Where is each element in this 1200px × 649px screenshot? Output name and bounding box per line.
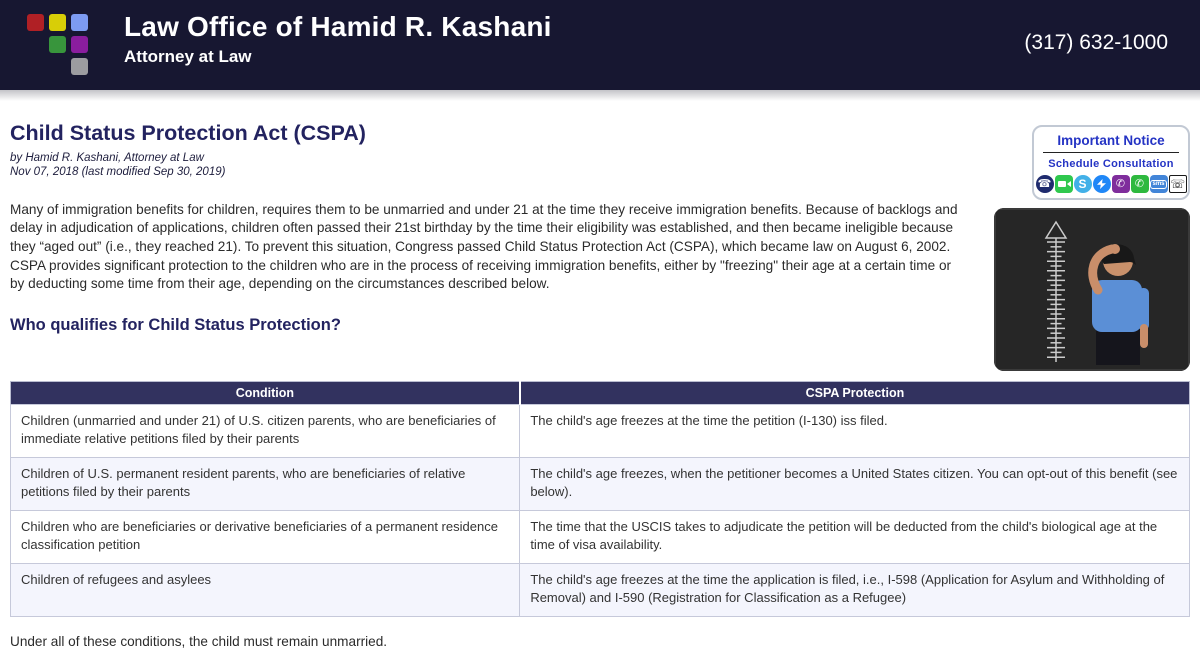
table-row: Children of refugees and asylees The chil… <box>9 562 1190 617</box>
phone-number[interactable]: (317) 632-1000 <box>1024 31 1168 54</box>
condition-header: Condition <box>10 381 521 405</box>
logo-square-empty <box>27 58 44 75</box>
logo-square-empty <box>27 36 44 53</box>
table-row: Children of U.S. permanent resident pare… <box>9 456 1190 511</box>
height-measure-photo <box>994 208 1190 371</box>
article-byline: by Hamid R. Kashani, Attorney at Law <box>10 152 204 164</box>
protection-cell: The child's age freezes at the time the … <box>519 562 1190 617</box>
protection-cell: The time that the USCIS takes to adjudic… <box>519 509 1190 564</box>
article-dateline: Nov 07, 2018 (last modified Sep 30, 2019… <box>10 166 226 179</box>
important-notice-link[interactable]: Important Notice <box>1057 133 1165 148</box>
intro-paragraph: Many of immigration benefits for childre… <box>10 201 958 292</box>
logo-square <box>49 36 66 53</box>
condition-cell: Children of refugees and asylees <box>9 562 521 617</box>
brand-home-link[interactable]: Law Office of Hamid R. Kashani Attorney … <box>27 11 552 75</box>
condition-cell: Children (unmarried and under 21) of U.S… <box>9 404 521 458</box>
section-heading: Who qualifies for Child Status Protectio… <box>10 315 341 334</box>
condition-cell: Children who are beneficiaries or deriva… <box>9 509 521 564</box>
site-subtitle: Attorney at Law <box>124 47 252 66</box>
site-header: Law Office of Hamid R. Kashani Attorney … <box>0 0 1200 90</box>
video-icon[interactable] <box>1054 175 1073 193</box>
logo-grid <box>27 14 88 75</box>
footer-note: Under all of these conditions, the child… <box>10 633 388 649</box>
sms-icon[interactable]: sms <box>1149 175 1168 193</box>
skype-icon[interactable]: S <box>1073 175 1092 193</box>
logo-square-empty <box>49 58 66 75</box>
cspa-table: Condition CSPA Protection Children (unma… <box>9 381 1190 617</box>
article-title: Child Status Protection Act (CSPA) <box>10 121 366 145</box>
table-header-row: Condition CSPA Protection <box>10 381 1190 405</box>
header-shadow-divider <box>0 90 1200 101</box>
condition-cell: Children of U.S. permanent resident pare… <box>9 456 521 511</box>
whatsapp-icon[interactable]: ✆ <box>1130 175 1149 193</box>
logo-square <box>71 58 88 75</box>
viber-icon[interactable]: ✆ <box>1111 175 1130 193</box>
logo-square <box>71 14 88 31</box>
table-row: Children who are beneficiaries or deriva… <box>9 509 1190 564</box>
phone-icon[interactable]: ☎ <box>1035 175 1054 193</box>
messenger-icon[interactable] <box>1092 175 1111 193</box>
logo-square <box>49 14 66 31</box>
page-content: Important Notice Schedule Consultation ☎… <box>0 101 1200 649</box>
cspa-table-body: Children (unmarried and under 21) of U.S… <box>9 404 1190 617</box>
schedule-consultation-link[interactable]: Schedule Consultation <box>1048 158 1174 170</box>
table-row: Children (unmarried and under 21) of U.S… <box>9 404 1190 458</box>
protection-header: CSPA Protection <box>519 381 1190 405</box>
contact-icons-row: ☎ S ✆ ✆ sms ☏ <box>1035 175 1187 193</box>
protection-cell: The child's age freezes, when the petiti… <box>519 456 1190 511</box>
protection-cell: The child's age freezes at the time the … <box>519 404 1190 458</box>
logo-square <box>27 14 44 31</box>
notice-divider <box>1043 152 1179 153</box>
tty-icon[interactable]: ☏ <box>1168 175 1187 193</box>
right-column: Important Notice Schedule Consultation ☎… <box>985 125 1190 371</box>
notice-box: Important Notice Schedule Consultation ☎… <box>1032 125 1190 200</box>
site-title: Law Office of Hamid R. Kashani <box>124 11 552 42</box>
logo-square <box>71 36 88 53</box>
